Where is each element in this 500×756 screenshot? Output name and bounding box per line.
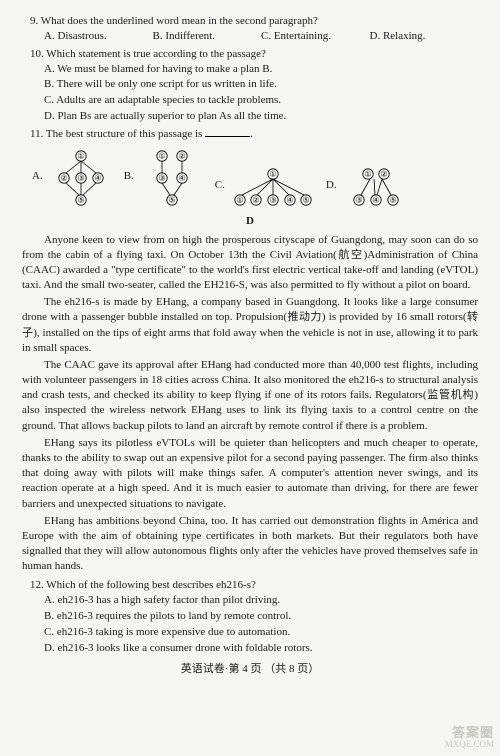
svg-text:⑤: ⑤	[389, 195, 396, 204]
q9-choice-c: C. Entertaining.	[261, 29, 370, 44]
q10-choice-a: A. We must be blamed for having to make …	[44, 62, 478, 77]
page-footer: 英语试卷·第 4 页 （共 8 页）	[22, 662, 478, 677]
svg-text:①: ①	[364, 169, 371, 178]
q12-choice-d: D. eh216-3 looks like a consumer drone w…	[44, 641, 478, 656]
svg-text:④: ④	[178, 173, 185, 182]
passage-p4: EHang says its pilotless eVTOLs will be …	[22, 436, 478, 512]
diagram-a: ① ② ③ ④ ⑤	[46, 146, 116, 208]
q11-stem-pre: 11. The best structure of this passage i…	[30, 128, 205, 140]
q9-stem: 9. What does the underlined word mean in…	[30, 14, 478, 29]
q11-option-a: A. ① ② ③ ④ ⑤	[32, 146, 116, 208]
q11-label-d: D.	[326, 178, 337, 193]
diagram-d: ①② ③ ④ ⑤	[340, 164, 412, 208]
question-10: 10. Which statement is true according to…	[22, 47, 478, 124]
question-11: 11. The best structure of this passage i…	[22, 127, 478, 208]
svg-text:②: ②	[178, 151, 185, 160]
q11-label-c: C.	[215, 178, 225, 193]
diagram-c: ①①②③④⑤	[228, 164, 318, 208]
q11-stem: 11. The best structure of this passage i…	[30, 127, 478, 142]
svg-text:③: ③	[77, 173, 84, 182]
q10-stem: 10. Which statement is true according to…	[30, 47, 478, 62]
svg-text:④: ④	[286, 195, 293, 204]
svg-text:①: ①	[77, 151, 84, 160]
svg-text:②: ②	[60, 173, 67, 182]
q11-option-b: B. ① ② ③ ④ ⑤	[124, 146, 207, 208]
svg-text:⑤: ⑤	[77, 195, 84, 204]
question-9: 9. What does the underlined word mean in…	[22, 14, 478, 44]
svg-text:③: ③	[355, 195, 362, 204]
q10-choice-d: D. Plan Bs are actually superior to plan…	[44, 109, 478, 124]
passage-p2: The eh216-s is made by EHang, a company …	[22, 295, 478, 356]
question-12: 12. Which of the following best describe…	[22, 578, 478, 655]
q10-choice-c: C. Adults are an adaptable species to ta…	[44, 93, 478, 108]
svg-text:⑤: ⑤	[168, 195, 175, 204]
svg-text:③: ③	[158, 173, 165, 182]
watermark: 答案圈 MXQE.COM	[445, 726, 494, 750]
q9-choice-b: B. Indifferent.	[153, 29, 262, 44]
section-d-label: D	[22, 214, 478, 229]
passage-p3: The CAAC gave its approval after EHang h…	[22, 358, 478, 434]
q12-choice-b: B. eh216-3 requires the pilots to land b…	[44, 609, 478, 624]
q11-blank	[205, 127, 250, 137]
svg-text:③: ③	[269, 195, 276, 204]
svg-text:①: ①	[236, 195, 243, 204]
watermark-line2: MXQE.COM	[445, 740, 494, 750]
passage-p5: EHang has ambitions beyond China, too. I…	[22, 514, 478, 575]
q9-choice-d: D. Relaxing.	[370, 29, 479, 44]
diagram-b: ① ② ③ ④ ⑤	[137, 146, 207, 208]
passage-d: Anyone keen to view from on high the pro…	[22, 233, 478, 575]
q11-option-d: D. ①② ③ ④ ⑤	[326, 164, 412, 208]
q11-label-b: B.	[124, 169, 134, 184]
svg-text:⑤: ⑤	[302, 195, 309, 204]
svg-text:④: ④	[372, 195, 379, 204]
q10-choice-b: B. There will be only one script for us …	[44, 77, 478, 92]
q11-label-a: A.	[32, 169, 43, 184]
q11-option-c: C. ①①②③④⑤	[215, 164, 318, 208]
passage-p1: Anyone keen to view from on high the pro…	[22, 233, 478, 294]
watermark-line1: 答案圈	[445, 726, 494, 740]
q9-choice-a: A. Disastrous.	[44, 29, 153, 44]
svg-text:②: ②	[252, 195, 259, 204]
q12-stem: 12. Which of the following best describe…	[30, 578, 478, 593]
q9-choices: A. Disastrous. B. Indifferent. C. Entert…	[44, 29, 478, 44]
svg-text:②: ②	[380, 169, 387, 178]
q12-choice-c: C. eh216-3 taking is more expensive due …	[44, 625, 478, 640]
svg-text:④: ④	[94, 173, 101, 182]
svg-text:①: ①	[158, 151, 165, 160]
svg-text:①: ①	[269, 169, 276, 178]
q12-choice-a: A. eh216-3 has a high safety factor than…	[44, 593, 478, 608]
q11-diagrams: A. ①②③④⑤ B. ①②③④⑤ C. ①①②③④⑤ D. ①②③④⑤	[32, 146, 478, 208]
